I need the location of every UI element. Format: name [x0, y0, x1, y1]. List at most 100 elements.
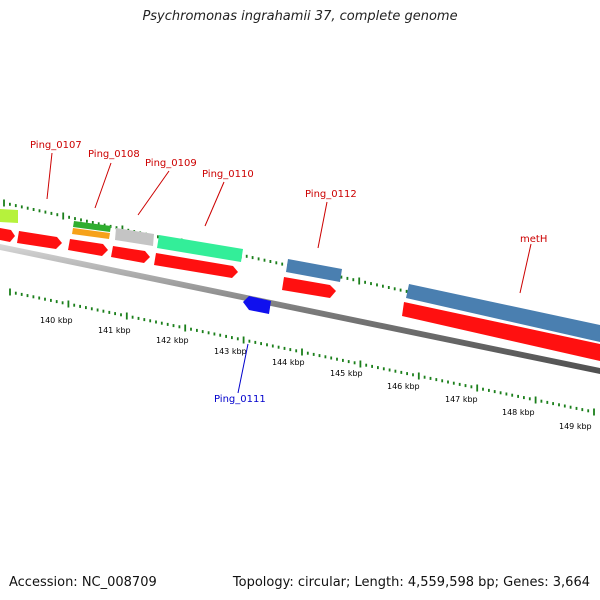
- minor-tick: [213, 332, 216, 336]
- minor-tick: [470, 385, 473, 389]
- minor-tick: [511, 393, 514, 397]
- feature-band-orange[interactable]: [72, 228, 110, 239]
- feature-band-steelblue-meth[interactable]: [406, 284, 600, 342]
- minor-tick: [149, 319, 152, 323]
- feature-band-green[interactable]: [73, 221, 111, 232]
- leader-line-ping0109: [137, 170, 170, 216]
- minor-tick: [563, 404, 566, 408]
- minor-tick: [499, 391, 502, 395]
- cds-arrow-ping0107b[interactable]: [17, 231, 62, 249]
- feature-band-aquamarine[interactable]: [157, 235, 243, 262]
- minor-tick: [575, 406, 578, 410]
- minor-tick: [225, 334, 227, 338]
- major-tick: [62, 212, 65, 220]
- label-leader-lines: [46, 152, 532, 394]
- minor-tick: [115, 226, 118, 230]
- minor-tick: [505, 392, 508, 396]
- minor-tick: [38, 296, 41, 300]
- minor-tick: [552, 402, 554, 406]
- cds-arrow-ping0107[interactable]: [0, 228, 15, 242]
- minor-tick: [382, 367, 385, 371]
- scale-label: 146 kbp: [387, 382, 420, 391]
- gene-label-ping0112[interactable]: Ping_0112: [305, 189, 357, 200]
- minor-tick: [458, 382, 461, 386]
- minor-tick: [352, 278, 355, 282]
- minor-tick: [32, 295, 35, 299]
- minor-tick: [271, 344, 274, 348]
- major-tick: [67, 300, 70, 308]
- feature-band-steelblue-ping0112[interactable]: [286, 259, 342, 282]
- minor-tick: [342, 358, 344, 362]
- minor-tick: [74, 217, 76, 221]
- minor-tick: [254, 340, 257, 344]
- minor-tick: [50, 211, 53, 215]
- major-tick: [358, 277, 361, 285]
- cds-arrow-ping0112[interactable]: [282, 277, 336, 298]
- feature-band-gray[interactable]: [115, 228, 154, 246]
- minor-tick: [44, 297, 46, 301]
- gene-label-meth[interactable]: metH: [520, 234, 547, 245]
- map-title: Psychromonas ingrahamii 37, complete gen…: [142, 9, 458, 24]
- minor-tick: [346, 276, 349, 280]
- cds-arrow-ping0108[interactable]: [68, 239, 108, 256]
- minor-tick: [166, 322, 169, 326]
- scale-labels: 140 kbp 141 kbp 142 kbp 143 kbp 144 kbp …: [40, 316, 592, 431]
- minor-tick: [102, 309, 105, 313]
- cds-arrow-ping0111[interactable]: [243, 296, 271, 314]
- minor-tick: [38, 209, 41, 213]
- gene-label-ping0107[interactable]: Ping_0107: [30, 140, 82, 151]
- minor-tick: [370, 282, 372, 286]
- minor-tick: [283, 346, 286, 350]
- minor-tick: [269, 260, 272, 263]
- minor-tick: [96, 308, 99, 312]
- scale-label: 148 kbp: [502, 408, 535, 417]
- gene-label-ping0109[interactable]: Ping_0109: [145, 158, 197, 169]
- minor-tick: [587, 409, 590, 413]
- cds-arrow-ping0109[interactable]: [111, 246, 150, 263]
- leader-line-ping0110: [204, 181, 225, 227]
- minor-tick: [540, 399, 543, 403]
- feature-band-lime[interactable]: [0, 209, 18, 223]
- leader-line-ping0111: [237, 343, 249, 394]
- minor-tick: [157, 235, 159, 239]
- minor-tick: [266, 343, 268, 347]
- minor-tick: [281, 262, 284, 266]
- minor-tick: [251, 256, 254, 260]
- major-tick: [125, 312, 128, 320]
- minor-tick: [207, 331, 210, 335]
- minor-tick: [277, 345, 280, 349]
- gene-label-ping0110[interactable]: Ping_0110: [202, 169, 254, 180]
- minor-tick: [172, 324, 175, 328]
- minor-tick: [399, 288, 402, 292]
- minor-tick: [260, 342, 262, 346]
- minor-tick: [91, 221, 94, 224]
- scale-label: 145 kbp: [330, 369, 363, 378]
- minor-tick: [400, 370, 403, 374]
- minor-tick: [324, 355, 327, 359]
- minor-tick: [14, 204, 17, 208]
- minor-tick: [353, 361, 356, 365]
- minor-tick: [160, 321, 163, 325]
- minor-tick: [80, 218, 82, 222]
- minor-tick: [14, 291, 17, 295]
- minor-tick: [26, 206, 29, 210]
- inner-tick-marks: [9, 288, 595, 416]
- genome-backbone: [0, 244, 600, 374]
- minor-tick: [429, 376, 432, 380]
- minor-tick: [517, 394, 519, 398]
- minor-tick: [347, 360, 350, 364]
- major-tick: [476, 384, 479, 392]
- minor-tick: [441, 379, 444, 383]
- cds-arrow-ping0110[interactable]: [154, 253, 238, 278]
- minor-tick: [523, 396, 525, 400]
- leader-line-ping0108: [94, 162, 112, 209]
- minor-tick: [412, 373, 414, 377]
- scale-label: 144 kbp: [272, 358, 305, 367]
- accession-text: Accession: NC_008709: [9, 575, 157, 590]
- minor-tick: [86, 219, 88, 223]
- gene-label-ping0108[interactable]: Ping_0108: [88, 149, 140, 160]
- cds-arrow-meth[interactable]: [402, 302, 600, 361]
- gene-label-ping0111[interactable]: Ping_0111: [214, 394, 266, 405]
- minor-tick: [569, 405, 572, 409]
